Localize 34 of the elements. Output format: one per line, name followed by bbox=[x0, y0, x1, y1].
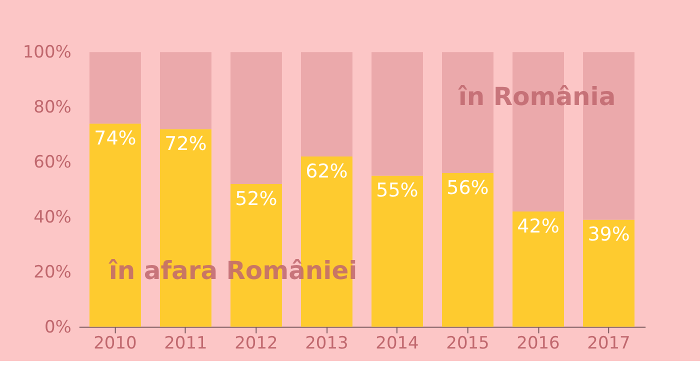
series-label: în România bbox=[457, 82, 616, 112]
data-label: 72% bbox=[164, 133, 207, 156]
y-tick-label: 40% bbox=[34, 207, 72, 228]
bar bbox=[89, 52, 141, 124]
bar bbox=[512, 211, 564, 327]
data-label: 42% bbox=[517, 215, 560, 238]
bar bbox=[372, 176, 423, 327]
x-tick-label: 2017 bbox=[587, 333, 630, 354]
x-tick-label: 2012 bbox=[234, 333, 278, 354]
bar bbox=[583, 220, 634, 327]
y-tick-label: 100% bbox=[22, 42, 72, 63]
x-tick-label: 2011 bbox=[164, 333, 208, 354]
data-label: 55% bbox=[376, 180, 418, 202]
data-label: 74% bbox=[94, 128, 136, 150]
x-tick-label: 2014 bbox=[376, 333, 419, 354]
y-tick-label: 20% bbox=[34, 262, 72, 282]
bar bbox=[89, 124, 141, 327]
bar bbox=[372, 52, 423, 176]
y-tick-label: 0% bbox=[44, 317, 72, 338]
bar bbox=[442, 173, 494, 327]
data-label: 62% bbox=[306, 160, 348, 183]
x-tick-label: 2015 bbox=[446, 333, 490, 354]
data-label: 56% bbox=[446, 176, 489, 199]
x-tick-label: 2016 bbox=[516, 333, 560, 354]
data-label: 39% bbox=[588, 224, 630, 246]
bar bbox=[160, 52, 212, 130]
x-tick-label: 2010 bbox=[94, 333, 137, 354]
bar bbox=[442, 52, 494, 174]
y-tick-label: 60% bbox=[34, 152, 72, 173]
bar bbox=[230, 52, 282, 184]
x-tick-label: 2013 bbox=[305, 333, 348, 354]
data-label: 52% bbox=[235, 188, 278, 210]
bar bbox=[300, 52, 352, 157]
y-tick-label: 80% bbox=[34, 98, 72, 118]
